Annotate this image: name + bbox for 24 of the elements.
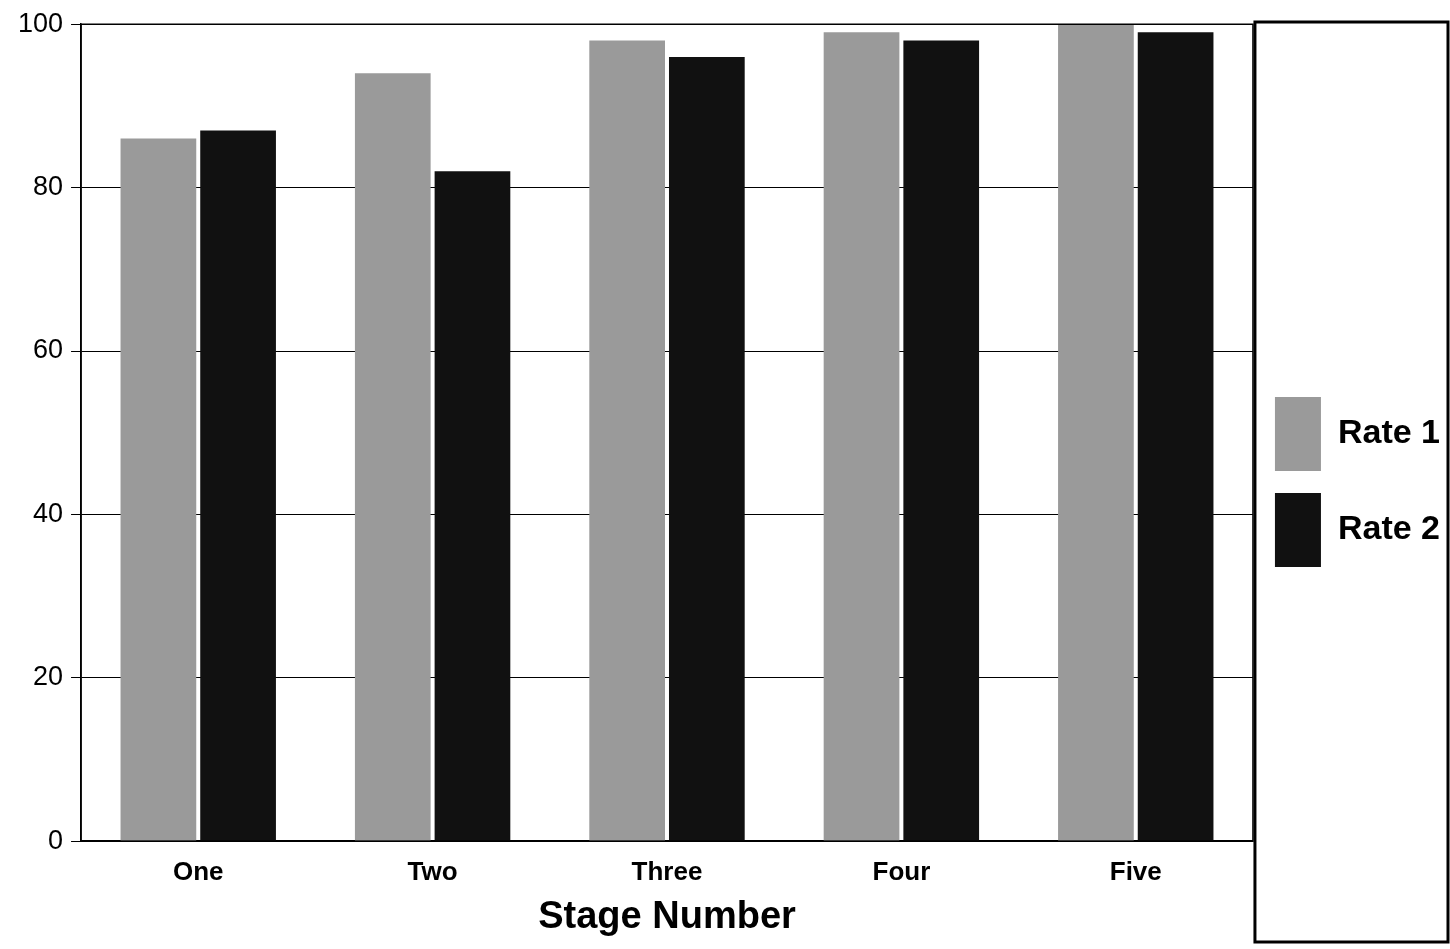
bar <box>1058 24 1134 841</box>
bar <box>903 40 980 841</box>
bar <box>823 32 900 841</box>
bar <box>668 56 745 841</box>
legend-label: Rate 2 <box>1337 508 1441 547</box>
y-tick-label: 60 <box>33 334 64 365</box>
y-tick-label: 20 <box>33 661 64 692</box>
y-tick-label: 40 <box>33 497 64 528</box>
y-tick-label: 80 <box>33 171 64 202</box>
bar <box>120 138 197 841</box>
x-axis-title: Stage Number <box>538 893 797 936</box>
bar <box>1137 32 1214 841</box>
bar <box>589 40 666 841</box>
bar <box>434 171 511 841</box>
legend-label: Rate 1 <box>1337 412 1441 451</box>
x-tick-label: Four <box>872 855 931 886</box>
y-tick-label: 100 <box>17 7 64 38</box>
x-tick-label: Five <box>1109 855 1162 886</box>
bar <box>354 73 431 841</box>
x-tick-label: Two <box>407 855 458 886</box>
x-tick-label: Three <box>631 855 703 886</box>
x-tick-label: One <box>172 855 224 886</box>
bar <box>200 130 276 841</box>
y-tick-label: 0 <box>48 824 64 855</box>
